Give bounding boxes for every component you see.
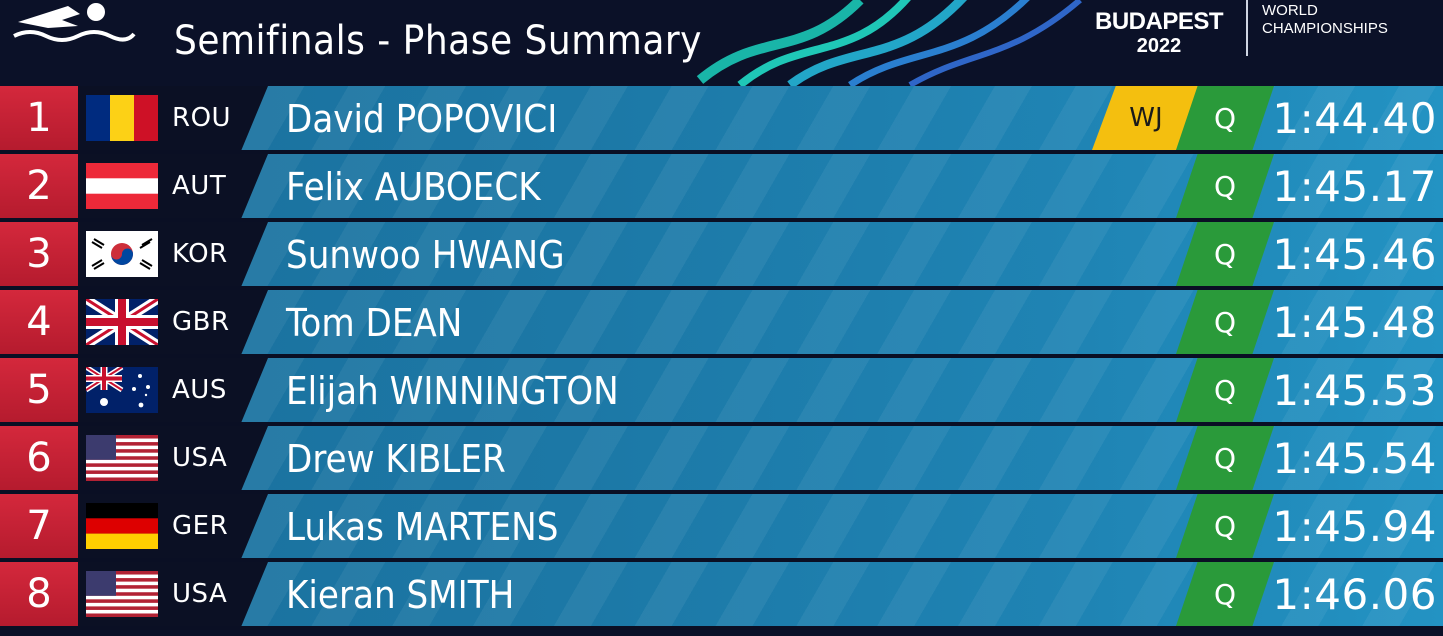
brand-subtitle: WORLD CHAMPIONSHIPS (1262, 2, 1388, 38)
qualified-badge: Q (1176, 358, 1274, 422)
flag-icon (86, 571, 158, 617)
country-code: USA (172, 579, 228, 609)
result-time: 1:44.40 (1272, 94, 1437, 143)
rank-number: 2 (0, 154, 78, 218)
athlete-name: Lukas MARTENS (286, 505, 559, 549)
country-cell: AUT (78, 154, 268, 218)
qualified-badge: Q (1176, 494, 1274, 558)
page-title: Semifinals - Phase Summary (174, 18, 702, 64)
country-code: GER (172, 511, 229, 541)
country-cell: KOR (78, 222, 268, 286)
rank-number: 8 (0, 562, 78, 626)
athlete-name: Drew KIBLER (286, 437, 506, 481)
athlete-name: Sunwoo HWANG (286, 233, 565, 277)
flag-icon (86, 367, 158, 413)
brand-divider (1246, 0, 1248, 56)
flag-icon (86, 163, 158, 209)
brand-year: 2022 (1136, 35, 1182, 57)
brand-subtitle-line1: WORLD (1262, 2, 1318, 19)
flag-icon (86, 95, 158, 141)
result-time: 1:46.06 (1272, 570, 1437, 619)
qualified-badge: Q (1176, 154, 1274, 218)
country-code: AUT (172, 171, 227, 201)
result-row: 4 GBR Tom DEAN Q 1:45.48 (0, 290, 1443, 354)
bottom-strip (0, 630, 1443, 636)
athlete-name: Elijah WINNINGTON (286, 369, 619, 413)
result-row: 6 USA Drew KIBLER Q 1:45.54 (0, 426, 1443, 490)
result-row: 5 AUS Elijah WINNINGTON Q 1:45.53 (0, 358, 1443, 422)
country-cell: USA (78, 426, 268, 490)
flag-icon (86, 503, 158, 549)
brand-city: BUDAPEST (1094, 8, 1224, 35)
decorative-wave-graphic (696, 0, 1082, 86)
qualified-badge: Q (1176, 426, 1274, 490)
athlete-name: David POPOVICI (286, 97, 558, 141)
rank-number: 3 (0, 222, 78, 286)
event-logo: BUDAPEST 2022 (1084, 8, 1234, 57)
country-code: GBR (172, 307, 230, 337)
result-time: 1:45.53 (1272, 366, 1437, 415)
result-time: 1:45.46 (1272, 230, 1437, 279)
country-cell: GER (78, 494, 268, 558)
country-cell: GBR (78, 290, 268, 354)
rank-number: 5 (0, 358, 78, 422)
country-cell: AUS (78, 358, 268, 422)
country-code: AUS (172, 375, 227, 405)
country-code: USA (172, 443, 228, 473)
qualified-badge: Q (1176, 562, 1274, 626)
country-cell: USA (78, 562, 268, 626)
result-row: 1 ROU David POPOVICI WJ Q 1:44.40 (0, 86, 1443, 150)
result-row: 2 AUT Felix AUBOECK Q 1:45.17 (0, 154, 1443, 218)
result-time: 1:45.94 (1272, 502, 1437, 551)
flag-icon (86, 299, 158, 345)
flag-icon (86, 435, 158, 481)
result-time: 1:45.17 (1272, 162, 1437, 211)
result-row: 3 KOR Sunwoo HWANG Q 1:45.46 (0, 222, 1443, 286)
header-bar: Semifinals - Phase Summary BUDAPEST 2022… (0, 0, 1443, 86)
brand-subtitle-line2: CHAMPIONSHIPS (1262, 20, 1388, 37)
rank-number: 4 (0, 290, 78, 354)
qualified-badge: Q (1176, 222, 1274, 286)
country-code: KOR (172, 239, 228, 269)
athlete-name: Tom DEAN (286, 301, 463, 345)
rank-number: 1 (0, 86, 78, 150)
flag-icon (86, 231, 158, 277)
athlete-name: Felix AUBOECK (286, 165, 541, 209)
country-code: ROU (172, 103, 232, 133)
result-time: 1:45.48 (1272, 298, 1437, 347)
result-time: 1:45.54 (1272, 434, 1437, 483)
rank-number: 7 (0, 494, 78, 558)
country-cell: ROU (78, 86, 268, 150)
result-row: 7 GER Lukas MARTENS Q 1:45.94 (0, 494, 1443, 558)
result-row: 8 USA Kieran SMITH Q 1:46.06 (0, 562, 1443, 626)
qualified-badge: Q (1176, 290, 1274, 354)
rank-number: 6 (0, 426, 78, 490)
athlete-name: Kieran SMITH (286, 573, 515, 617)
swimmer-icon (13, 3, 136, 42)
